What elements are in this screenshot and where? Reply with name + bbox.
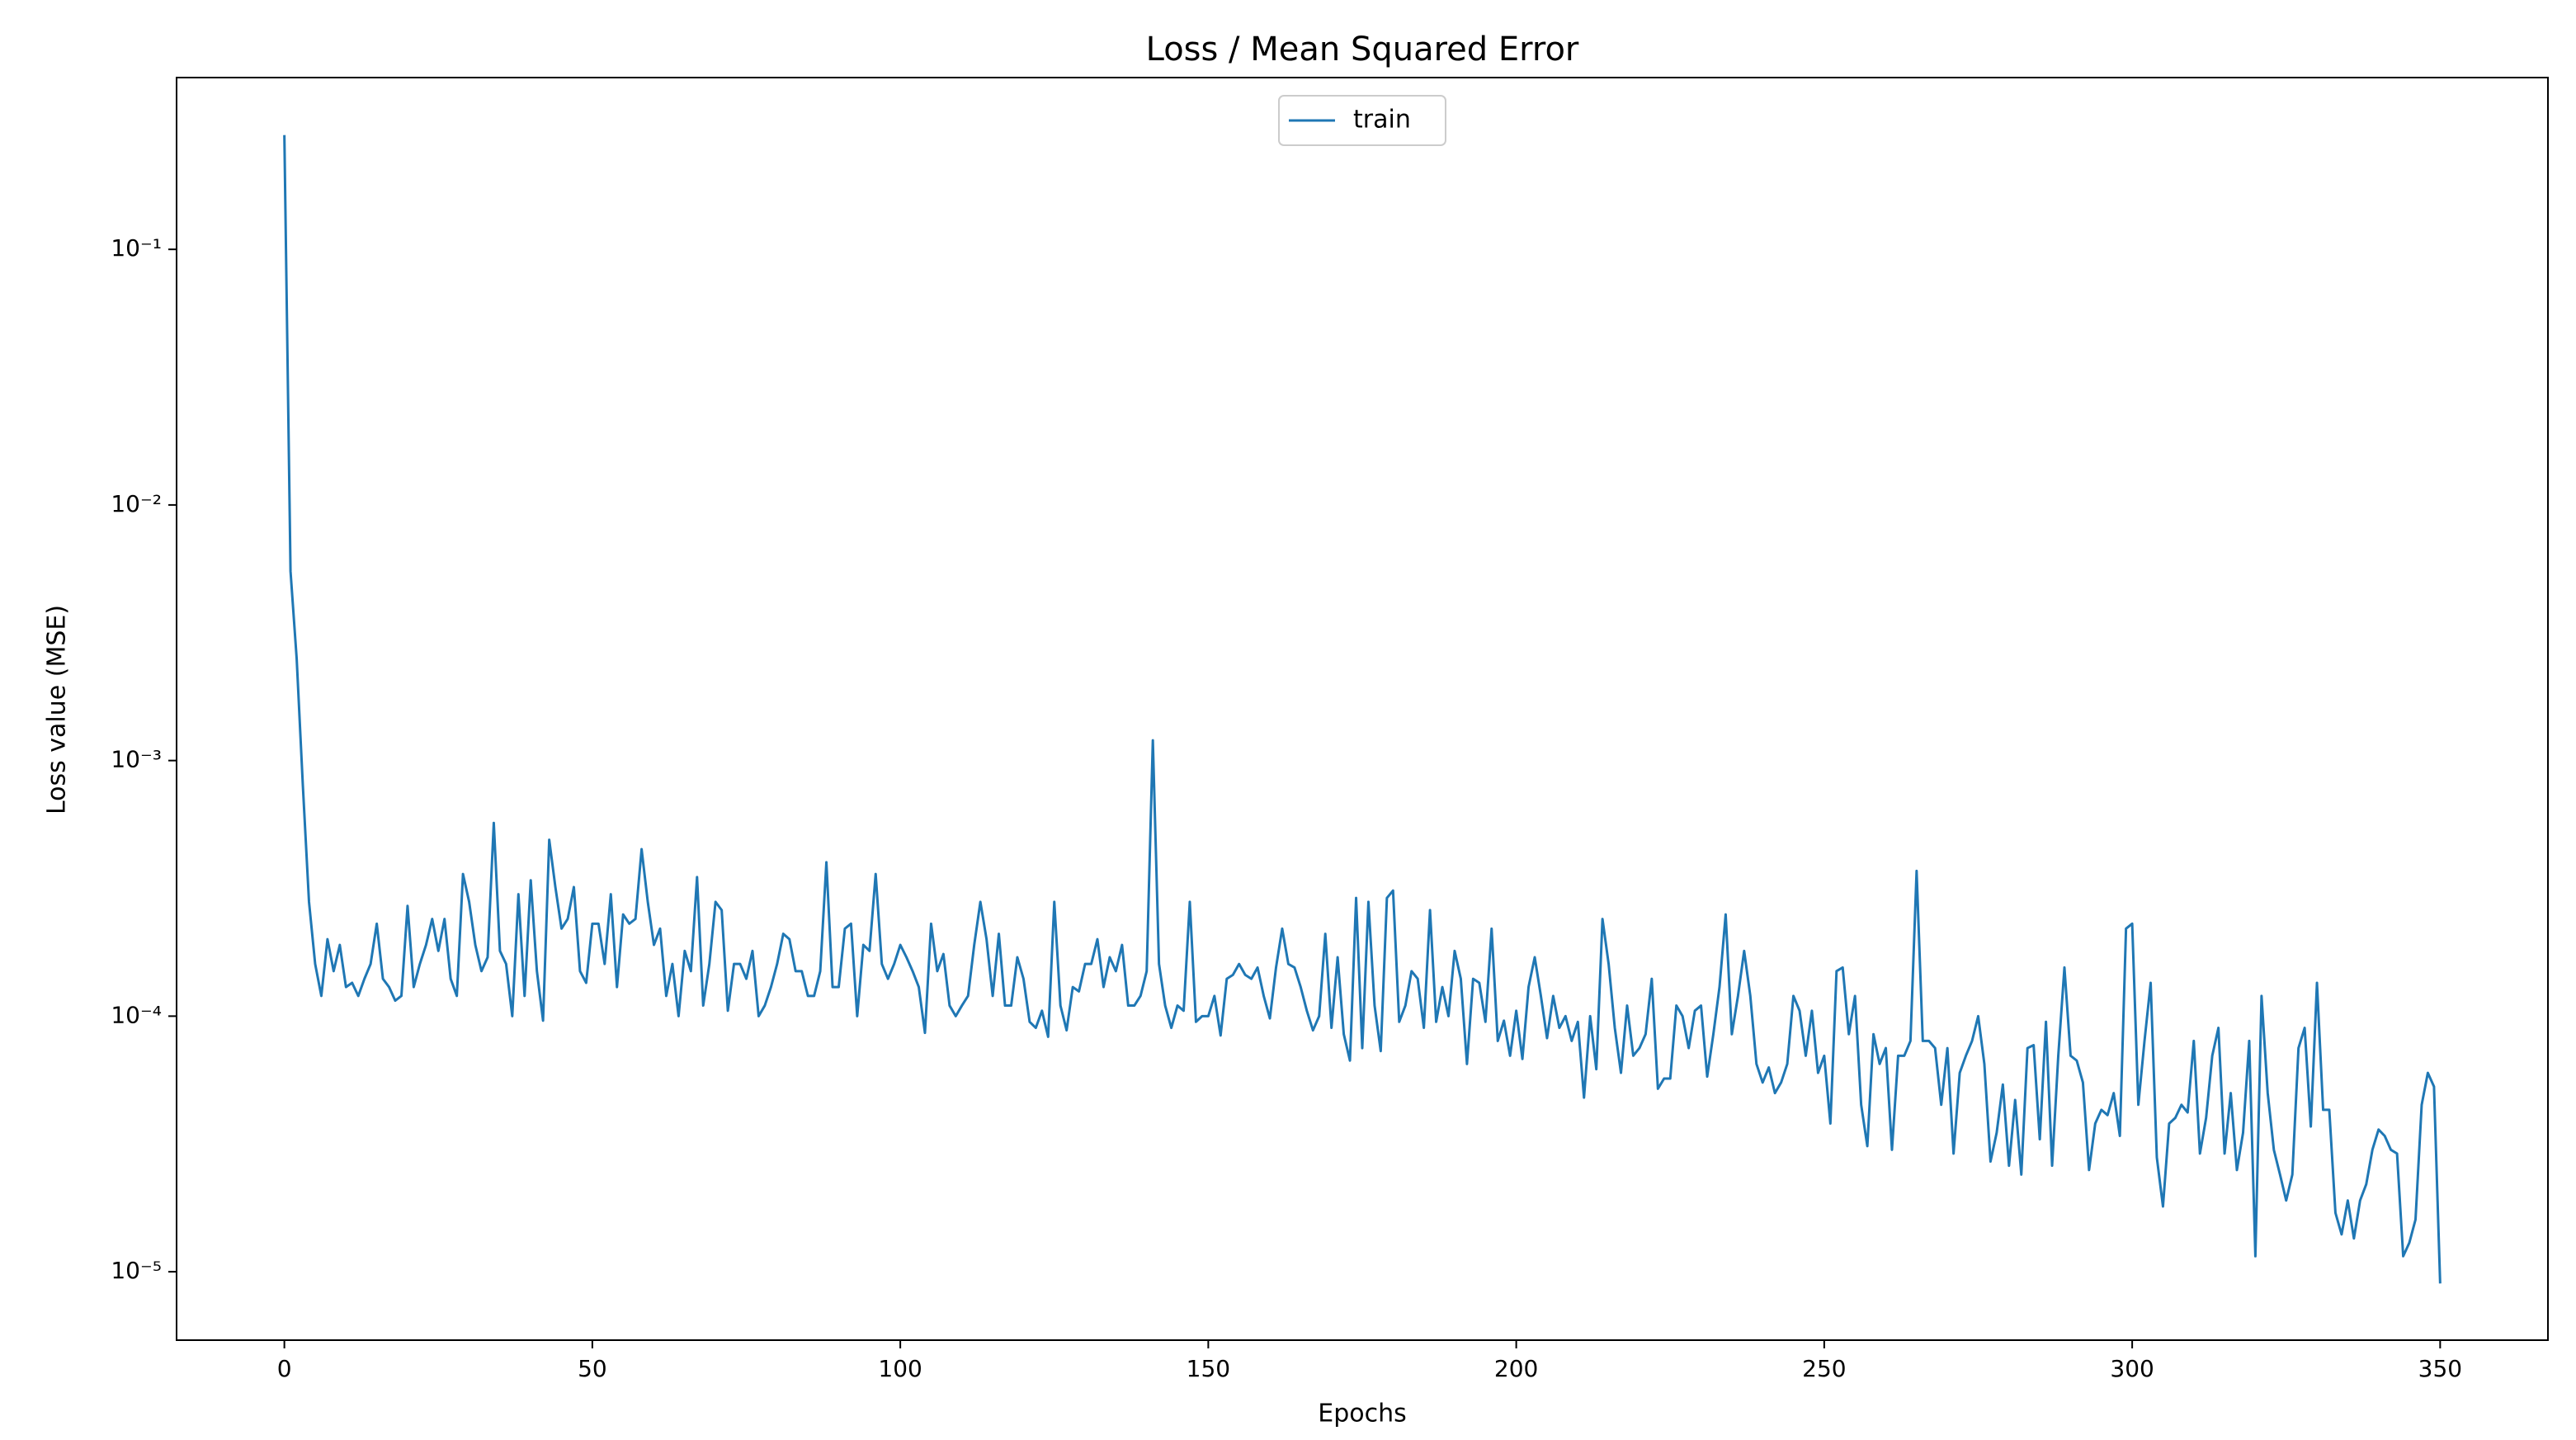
- y-tick-label: 10⁻⁴: [111, 1001, 162, 1028]
- x-axis-label: Epochs: [1318, 1400, 1407, 1428]
- x-tick-label: 350: [2418, 1355, 2462, 1382]
- series-line: [283, 135, 2442, 1284]
- plot-frame: [176, 77, 2549, 1341]
- chart-title: Loss / Mean Squared Error: [1146, 31, 1579, 68]
- legend-label: train: [1353, 106, 1411, 135]
- x-tick-label: 150: [1187, 1355, 1230, 1382]
- x-tick-label: 250: [1802, 1355, 1846, 1382]
- x-tick-label: 50: [578, 1355, 607, 1382]
- x-tick-label: 300: [2110, 1355, 2154, 1382]
- x-tick-label: 0: [277, 1355, 292, 1382]
- legend-box: [1278, 95, 1446, 146]
- y-axis-label: Loss value (MSE): [43, 605, 72, 814]
- x-tick-label: 100: [878, 1355, 922, 1382]
- y-tick-label: 10⁻²: [111, 490, 162, 517]
- y-tick-label: 10⁻³: [111, 746, 162, 773]
- x-tick-label: 200: [1494, 1355, 1538, 1382]
- y-tick-label: 10⁻¹: [111, 234, 162, 262]
- y-tick-label: 10⁻⁵: [111, 1257, 162, 1284]
